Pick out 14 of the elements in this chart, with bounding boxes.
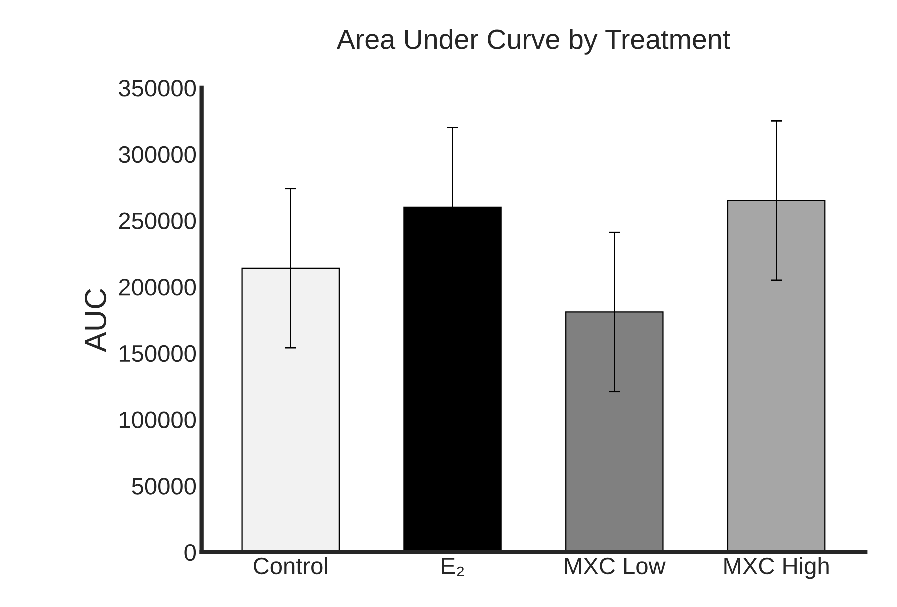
x-tick-label: E₂ <box>442 558 464 576</box>
y-tick-label: 0 <box>184 544 196 562</box>
y-tick-label: 250000 <box>119 212 196 230</box>
y-tick-label: 150000 <box>120 345 196 362</box>
x-tick-label: MXC Low <box>565 558 666 575</box>
y-axis-title: AUC <box>84 289 107 352</box>
y-tick-label: 200000 <box>119 279 196 296</box>
y-tick-label: 350000 <box>119 80 196 97</box>
y-tick-label: 50000 <box>132 478 196 495</box>
chart-title: Area Under Curve by Treatment <box>336 28 730 55</box>
y-tick-label: 300000 <box>119 146 196 164</box>
x-tick-label: Control <box>254 557 328 575</box>
x-tick-label: MXC High <box>724 557 829 580</box>
y-tick-label: 100000 <box>120 412 196 428</box>
